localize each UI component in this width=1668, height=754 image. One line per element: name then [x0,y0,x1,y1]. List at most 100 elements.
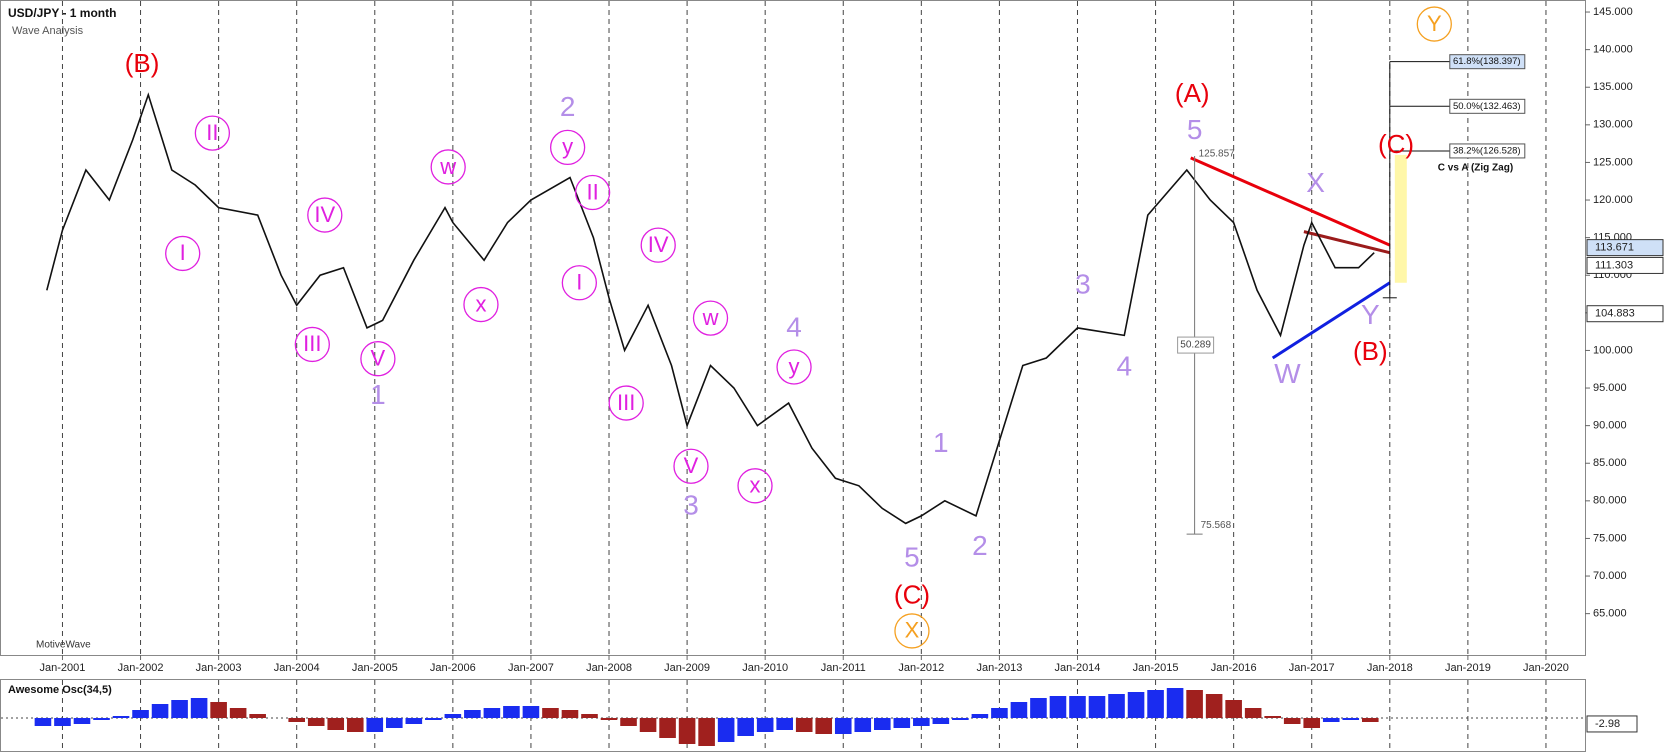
osc-bar [1030,698,1047,718]
wave-label: (B) [125,48,160,78]
wave-label: X [1306,167,1325,198]
wave-label: I [576,270,582,295]
y-tick-label: 70.000 [1593,570,1627,582]
wave-label: 3 [683,489,699,520]
wave-label: (B) [1353,336,1388,366]
wave-circle [776,349,812,385]
wave-label: 2 [972,530,988,561]
x-tick-label: Jan-2010 [742,662,788,674]
osc-bar [1244,708,1262,718]
osc-bar [1069,696,1086,718]
wave-circle [640,227,676,263]
osc-bar [483,708,501,718]
fib-box [1449,54,1526,70]
osc-bar [346,718,364,732]
y-tick-label: 145.000 [1593,6,1633,18]
osc-bar [1225,700,1242,718]
osc-bar [151,704,169,718]
price-label: 111.303 [1595,259,1633,271]
osc-bar [561,710,579,718]
osc-bar [659,718,676,738]
wave-label: x [750,473,761,498]
osc-bar [1264,716,1281,718]
osc-bar [913,718,930,726]
x-tick-label: Jan-2015 [1133,662,1179,674]
x-tick-label: Jan-2004 [274,662,320,674]
osc-bar [678,718,696,744]
osc-bar [1049,696,1067,718]
fib-label: 38.2%(126.528) [1453,145,1521,156]
osc-bar [952,718,969,720]
osc-bar [776,718,793,730]
wave-label: (C) [894,579,930,609]
osc-bar [1342,718,1360,720]
osc-bar [171,700,188,718]
wave-label: y [562,134,573,159]
osc-bar [249,714,266,718]
osc-bar [1166,688,1184,718]
y-tick-label: 120.000 [1593,194,1633,206]
osc-bar [307,718,325,726]
price-label: 104.883 [1595,308,1635,320]
y-tick-label: 85.000 [1593,457,1627,469]
price-label: 113.671 [1595,242,1634,254]
wave-label: 4 [786,311,802,342]
fib-caption: C vs A (Zig Zag) [1438,163,1513,174]
wave-circle [165,235,201,272]
osc-bar [756,718,774,732]
osc-bar [620,718,637,726]
wave-label: W [1274,358,1301,389]
x-tick-label: Jan-2006 [430,662,476,674]
fib-label: 50.0%(132.463) [1453,101,1521,112]
fib-box [1449,98,1526,114]
osc-bar [834,718,852,734]
osc-bar [73,718,91,724]
x-tick-label: Jan-2007 [508,662,554,674]
wave-circle [194,115,231,151]
wave-label: II [587,179,599,204]
wave-circle [294,326,330,363]
osc-bar [1283,718,1301,724]
wave-label: X [905,618,920,643]
x-tick-label: Jan-2002 [118,662,164,674]
osc-bar [1147,690,1164,718]
y-tick-label: 125.000 [1593,156,1633,168]
osc-bar [54,718,71,726]
x-tick-label: Jan-2003 [196,662,242,674]
osc-bar [1108,694,1125,718]
x-tick-label: Jan-2001 [40,662,86,674]
osc-bar [1010,702,1028,718]
trendline [1190,156,1391,247]
measure-distance: 50.289 [1180,340,1211,351]
x-tick-label: Jan-2005 [352,662,398,674]
wave-label: V [684,453,699,478]
osc-bar [1303,718,1321,728]
osc-bar [425,718,442,720]
wave-circle [561,265,597,301]
x-tick-label: Jan-2014 [1055,662,1101,674]
y-tick-label: 140.000 [1593,44,1633,56]
osc-bar [542,708,559,718]
osc-bar [464,710,481,718]
x-tick-label: Jan-2016 [1211,662,1257,674]
wave-label: (A) [1175,78,1210,108]
x-tick-label: Jan-2020 [1523,662,1569,674]
wave-circle [1416,6,1452,42]
osc-bar [815,718,833,734]
wave-label: 1 [933,427,949,458]
wave-circle [463,286,499,323]
osc-bar [932,718,950,724]
wave-circle [430,149,466,185]
osc-panel [0,679,1586,752]
osc-bar [893,718,911,728]
osc-bar [1186,690,1203,718]
fib-band [1394,154,1407,283]
osc-bar [639,718,657,732]
price-label-box [1586,305,1664,323]
x-tick-label: Jan-2008 [586,662,632,674]
x-tick-label: Jan-2013 [976,662,1022,674]
wave-label: 5 [904,541,920,572]
wave-label: Y [1427,11,1442,36]
osc-bar [717,718,735,742]
